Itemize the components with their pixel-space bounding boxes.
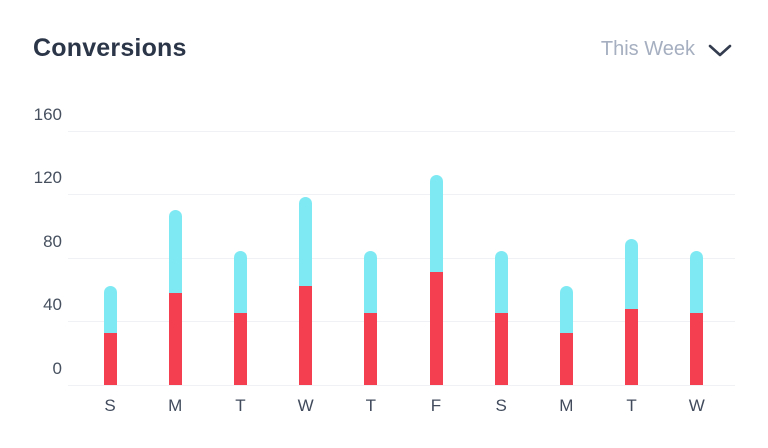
x-axis-tick-3-W: W [297, 396, 314, 415]
range-selector-label: This Week [600, 38, 695, 60]
bar-1-M [168, 210, 182, 385]
gridline-y-80 [68, 257, 735, 259]
bar-segment-bottom [625, 308, 639, 385]
y-axis-tick-160: 160 [33, 104, 62, 124]
bar-9-W [690, 251, 704, 385]
bar-8-T [625, 238, 639, 385]
bar-3-W [299, 197, 313, 385]
bar-segment-top [559, 286, 573, 333]
bar-segment-bottom [690, 313, 704, 385]
bar-segment-bottom [559, 332, 573, 385]
y-axis-tick-120: 120 [33, 168, 62, 188]
bar-segment-bottom [233, 313, 247, 385]
page-title: Conversions [33, 34, 187, 62]
x-axis-tick-9-W: W [688, 396, 705, 415]
gridline-y-160 [68, 130, 735, 132]
bar-segment-bottom [429, 272, 443, 385]
bar-segment-bottom [168, 292, 182, 385]
bar-segment-top [494, 251, 508, 314]
bar-segment-top [429, 175, 443, 273]
bar-segment-top [103, 286, 117, 333]
bar-segment-bottom [299, 286, 313, 385]
chevron-down-icon [708, 41, 732, 58]
bar-segment-bottom [103, 332, 117, 385]
x-axis-tick-2-T: T [235, 396, 246, 415]
bar-segment-top [625, 238, 639, 309]
bar-2-T [233, 251, 247, 385]
bar-segment-bottom [494, 313, 508, 385]
bar-5-F [429, 175, 443, 385]
bar-segment-top [364, 251, 378, 314]
x-axis-tick-1-M: M [168, 396, 183, 415]
bar-segment-top [233, 251, 247, 314]
x-axis-tick-0-S: S [104, 396, 116, 415]
x-axis-tick-4-T: T [365, 396, 376, 415]
bar-segment-top [299, 197, 313, 287]
gridline-y-40 [68, 321, 735, 323]
x-axis-tick-8-T: T [626, 396, 637, 415]
y-axis-tick-0: 0 [52, 359, 62, 378]
y-axis-tick-40: 40 [43, 295, 62, 315]
y-axis-tick-80: 80 [43, 231, 62, 251]
bar-segment-top [168, 210, 182, 293]
x-axis-tick-6-S: S [495, 396, 507, 415]
bar-4-T [364, 251, 378, 385]
bar-6-S [494, 251, 508, 385]
bar-segment-top [690, 251, 704, 314]
x-axis-tick-5-F: F [430, 396, 442, 415]
gridline-y-120 [68, 194, 735, 196]
bar-7-M [559, 286, 573, 385]
bar-segment-bottom [364, 313, 378, 385]
bar-0-S [103, 286, 117, 385]
x-axis-tick-7-M: M [559, 396, 574, 415]
week-range-selector[interactable]: This Week [601, 38, 732, 61]
gridline-y-0 [68, 385, 735, 386]
